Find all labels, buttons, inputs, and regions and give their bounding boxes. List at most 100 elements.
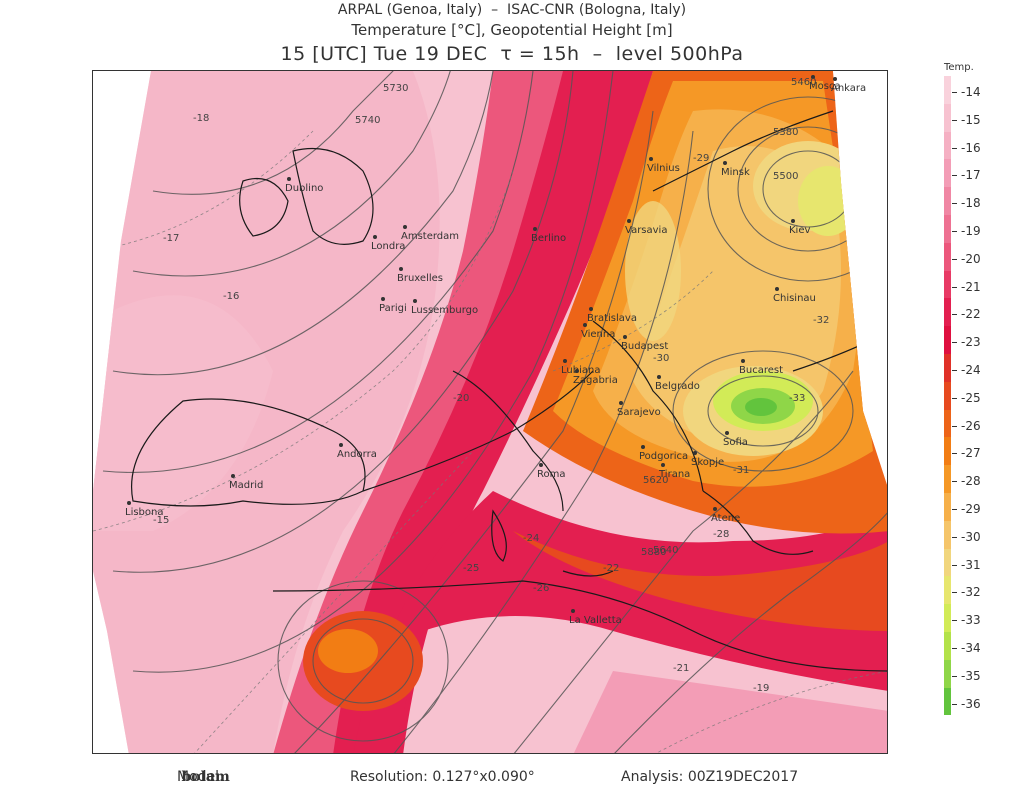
city-marker (775, 287, 779, 291)
colorbar-swatch (944, 187, 951, 215)
city-label: Zagabria (573, 375, 618, 386)
colorbar-swatch (944, 409, 951, 438)
city-marker (741, 359, 745, 363)
city-marker (619, 401, 623, 405)
city-label: Vienna (581, 329, 615, 340)
colorbar-swatch (944, 159, 951, 188)
temperature-colorbar: -14 -15 -16 -17 -18 -19 -20 -21 -22 -23 -24 -25 -26 -… (944, 76, 1022, 746)
colorbar-tick (952, 314, 957, 316)
city-label: Ankara (831, 83, 866, 94)
city-marker (661, 463, 665, 467)
city-marker (571, 609, 575, 613)
header-institutions: ARPAL (Genoa, Italy) – ISAC-CNR (Bologna… (337, 2, 687, 18)
city-label: Bucarest (739, 365, 783, 376)
colorbar-swatch (944, 687, 951, 716)
colorbar-tick (952, 509, 957, 510)
model-info: Model: bolam (177, 769, 230, 785)
city-label: Sofia (723, 437, 748, 448)
city-label: Mosca (809, 81, 841, 92)
city-label: Varsavia (625, 225, 667, 236)
contour-label: -20 (453, 393, 469, 404)
city-label: Belgrado (655, 381, 700, 392)
colorbar-swatch (944, 215, 951, 243)
contour-label: -31 (733, 465, 749, 476)
colorbar-tick (952, 453, 957, 455)
city-label: Podgorica (639, 451, 688, 462)
city-label: Minsk (721, 167, 750, 178)
colorbar-tick (952, 425, 957, 427)
city-label: Kiev (789, 225, 810, 236)
city-marker (725, 431, 729, 435)
city-marker (649, 157, 653, 161)
colorbar-label: -33 (961, 613, 981, 628)
colorbar-label: -32 (961, 585, 981, 600)
city-label: Dublino (285, 183, 323, 194)
colorbar-label: -36 (961, 696, 981, 711)
analysis-info: Analysis: 00Z19DEC2017 (621, 769, 799, 785)
colorbar-swatch (944, 520, 951, 549)
city-marker (287, 177, 291, 181)
colorbar-swatch (944, 326, 951, 354)
colorbar-tick (952, 481, 957, 483)
city-marker (533, 227, 537, 231)
temperature-field (93, 71, 887, 753)
colorbar-label: -14 (961, 85, 981, 99)
contour-label: -15 (153, 515, 169, 526)
city-label: Budapest (621, 341, 668, 352)
city-label: Andorra (337, 449, 377, 460)
colorbar-swatch (944, 493, 951, 521)
colorbar-tick (952, 147, 957, 149)
colorbar-label: -15 (961, 112, 981, 127)
colorbar-label: -17 (961, 168, 981, 183)
city-marker (231, 474, 235, 478)
colorbar-swatch (944, 103, 951, 132)
city-marker (339, 443, 343, 447)
resolution-info: Resolution: 0.127°x0.090° (350, 769, 535, 785)
city-marker (381, 297, 385, 301)
city-marker (693, 451, 697, 455)
colorbar-swatch (944, 659, 951, 688)
city-marker (589, 307, 593, 311)
colorbar-swatch (944, 381, 951, 410)
contour-label: 5460 (791, 77, 816, 88)
city-label: Vilnius (647, 163, 680, 174)
footer: Model: bolam Resolution: 0.127°x0.090° A… (0, 769, 1024, 789)
colorbar-swatch (944, 465, 951, 493)
colorbar-tick (952, 648, 957, 649)
city-label: Bruxelles (397, 273, 443, 284)
city-marker (413, 299, 417, 303)
colorbar-tick (952, 342, 957, 344)
city-label: Sarajevo (617, 407, 661, 418)
city-marker (583, 323, 587, 327)
forecast-map: Dublino Londra Amsterdam Bruxelles Parigi Lus… (92, 70, 888, 754)
colorbar-tick (952, 92, 957, 93)
contour-label: -18 (193, 113, 209, 124)
contour-label: 5620 (643, 475, 668, 486)
contour-label: -24 (523, 533, 539, 544)
colorbar-swatch (944, 604, 951, 632)
colorbar-tick (952, 675, 957, 677)
city-marker (713, 507, 717, 511)
header-variables: Temperature [°C], Geopotential Height [m… (351, 21, 673, 39)
colorbar-label: -34 (961, 641, 981, 655)
city-marker (403, 225, 407, 229)
contour-label: 5880 (641, 547, 666, 558)
colorbar-swatch (944, 632, 951, 660)
contour-label: -25 (463, 563, 479, 574)
contour-label: -19 (753, 683, 769, 694)
contour-label: -26 (533, 583, 549, 594)
city-marker (539, 463, 543, 467)
city-marker (373, 235, 377, 239)
colorbar-swatch (944, 270, 951, 299)
colorbar-label: -23 (961, 335, 981, 350)
city-marker (833, 77, 837, 81)
city-marker (657, 375, 661, 379)
city-label: Roma (537, 469, 566, 480)
city-label: Lussemburgo (411, 305, 478, 316)
contour-label: 5740 (355, 115, 380, 126)
colorbar-tick (952, 620, 957, 622)
colorbar-label: -20 (961, 251, 981, 266)
colorbar-label: -18 (961, 196, 981, 211)
contour-label: -29 (693, 153, 709, 164)
header-forecast-time: 15 [UTC] Tue 19 DEC τ = 15h – level 500h… (280, 43, 744, 65)
